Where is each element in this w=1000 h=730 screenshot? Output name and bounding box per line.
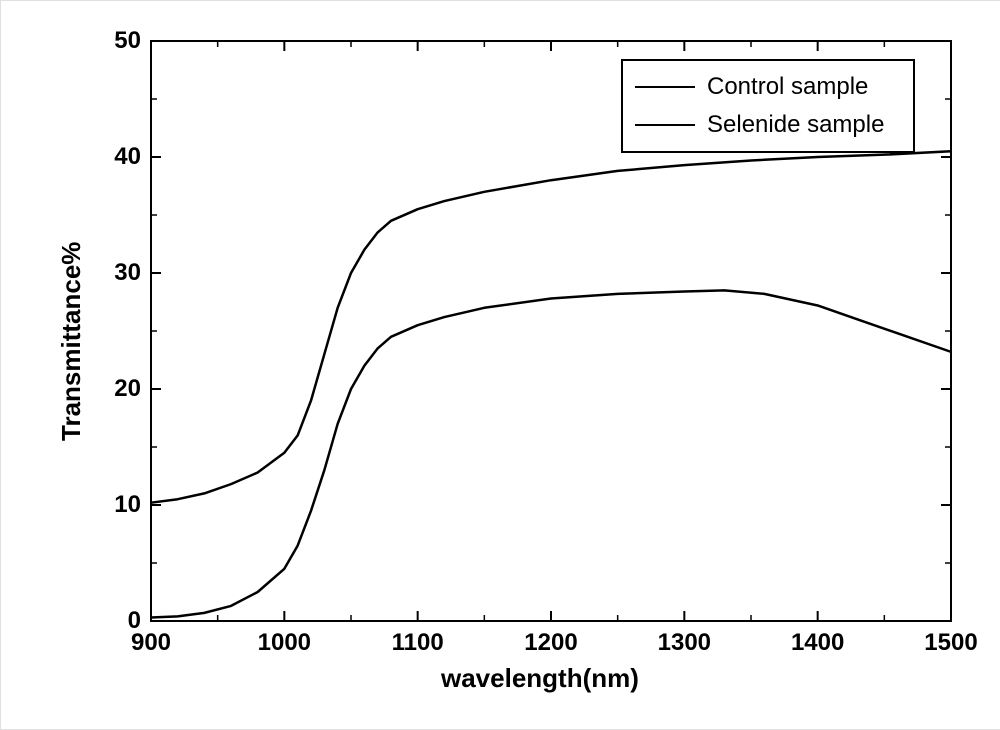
y-axis-title: Transmittance% <box>56 242 87 441</box>
y-tick-label: 50 <box>114 27 141 55</box>
y-tick-label: 20 <box>114 375 141 403</box>
series-line <box>151 290 951 617</box>
x-tick-label: 1300 <box>654 629 714 657</box>
chart-container: Transmittance% wavelength(nm) Control sa… <box>0 0 1000 730</box>
x-tick-label: 1100 <box>388 629 448 657</box>
x-tick-label: 1000 <box>254 629 314 657</box>
y-tick-label: 30 <box>114 259 141 287</box>
legend-label: Selenide sample <box>707 111 884 139</box>
y-tick-label: 0 <box>128 607 141 635</box>
legend-line-sample <box>635 86 695 89</box>
y-tick-label: 10 <box>114 491 141 519</box>
x-axis-title: wavelength(nm) <box>441 663 639 694</box>
x-tick-label: 1500 <box>921 629 981 657</box>
legend: Control sample Selenide sample <box>621 59 915 153</box>
legend-item: Control sample <box>635 73 868 101</box>
legend-line-sample <box>635 124 695 127</box>
x-tick-label: 1400 <box>788 629 848 657</box>
x-tick-label: 1200 <box>521 629 581 657</box>
series-line <box>151 151 951 502</box>
legend-label: Control sample <box>707 73 868 101</box>
legend-item: Selenide sample <box>635 111 884 139</box>
y-tick-label: 40 <box>114 143 141 171</box>
